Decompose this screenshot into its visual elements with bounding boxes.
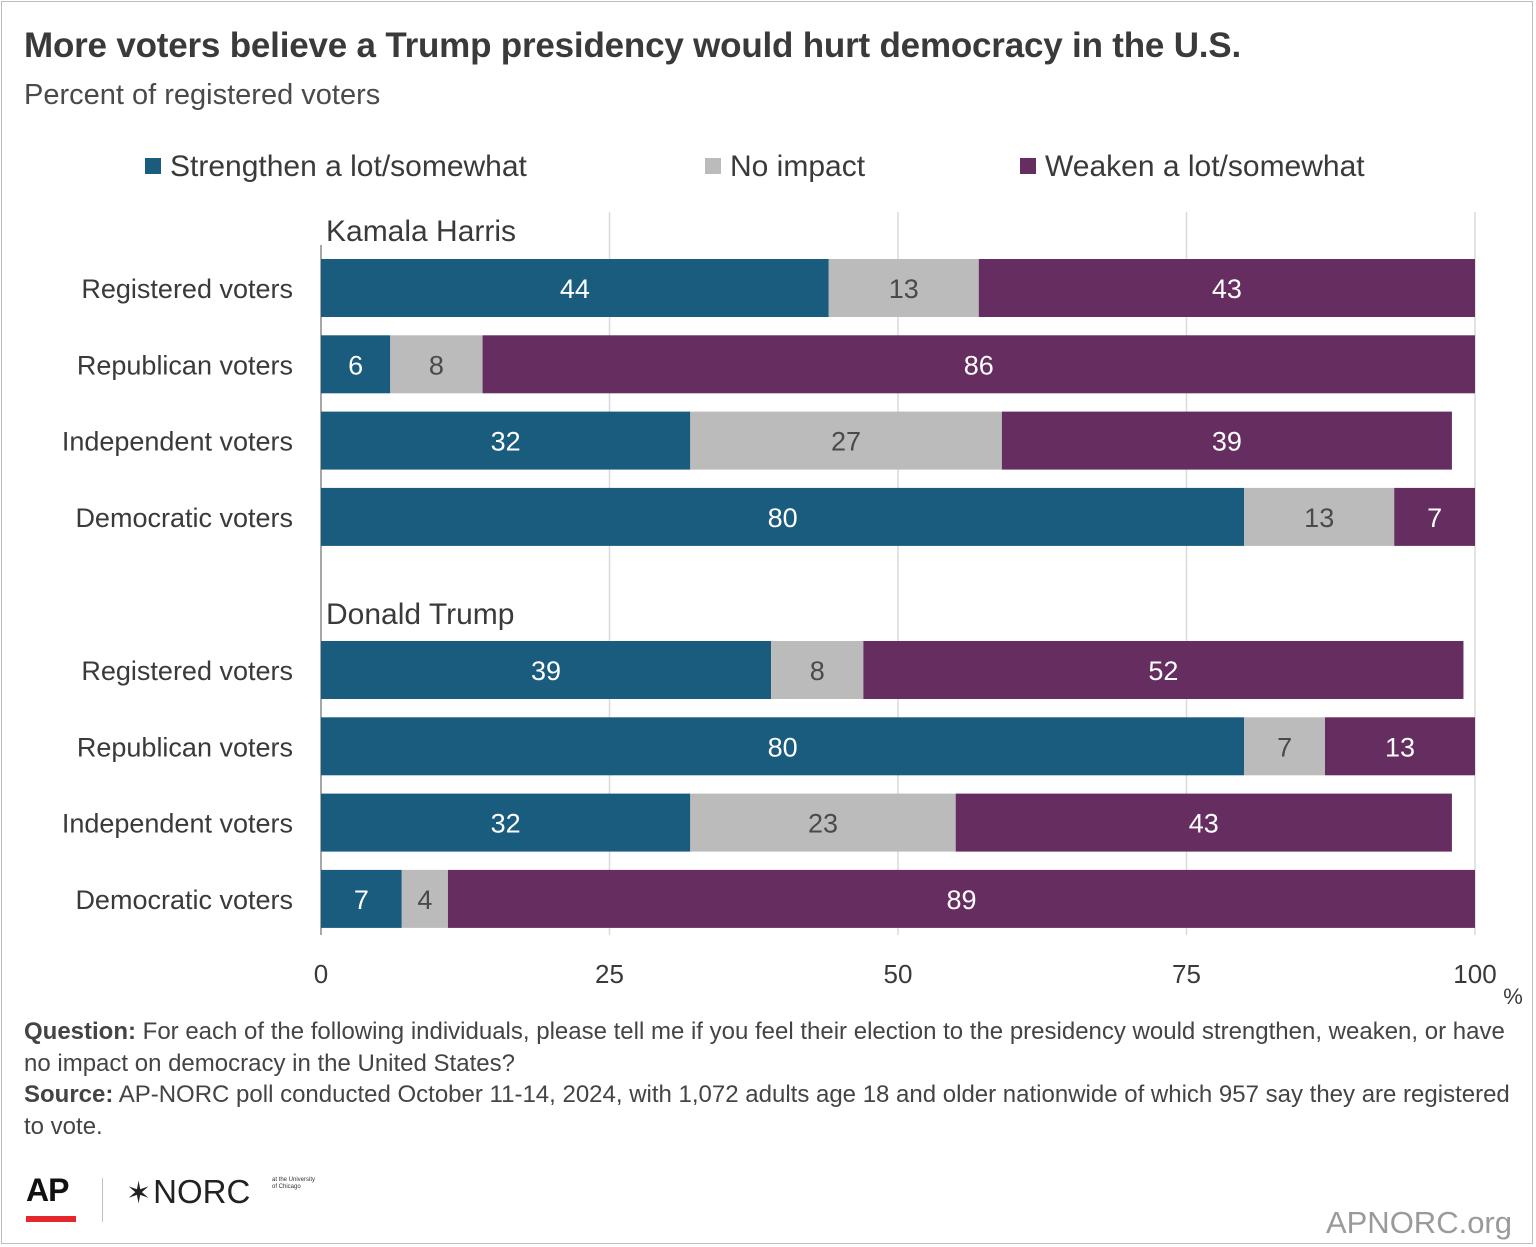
data-label: 52 [1148,656,1178,686]
source-label: Source: [24,1081,114,1108]
legend-label-strengthen: Strengthen a lot/somewhat [170,150,527,183]
bar-segment [321,487,1245,546]
row-label: Republican voters [77,732,293,762]
norc-star-icon: ✶ [126,1177,152,1210]
data-label: 80 [768,732,798,762]
data-label: 39 [1212,427,1242,457]
bar-segment [955,793,1452,852]
row-label: Independent voters [62,809,293,839]
data-label: 32 [491,809,521,839]
row-label: Democratic voters [75,503,293,533]
bar-segment [321,411,691,470]
data-label: 23 [808,809,838,839]
bar-segment [482,335,1475,394]
bar-segment [1001,411,1452,470]
ap-logo-bar [26,1216,76,1222]
row-label: Registered voters [81,656,293,686]
data-label: 43 [1189,809,1219,839]
bar-segment [1244,487,1395,546]
group-header: Donald Trump [326,598,514,631]
bar-segment [447,869,1476,928]
x-tick-label: 50 [884,959,913,989]
bar-segment [1394,487,1475,546]
x-tick-label: 25 [595,959,624,989]
data-label: 7 [1427,503,1442,533]
data-label: 13 [1385,732,1415,762]
data-label: 7 [1277,732,1292,762]
data-label: 13 [1304,503,1334,533]
logo-divider [102,1178,103,1222]
bar-segment [321,793,691,852]
legend-swatch-no-impact [705,158,721,174]
row-label: Republican voters [77,350,293,380]
data-label: 7 [354,885,369,915]
site-url: APNORC.org [1325,1205,1512,1240]
bar-segment [390,335,483,394]
bar-segment [978,259,1475,317]
legend: Strengthen a lot/somewhat No impact Weak… [0,150,1536,186]
data-label: 27 [831,427,861,457]
data-label: 43 [1212,274,1242,304]
x-tick-label: 100 [1453,959,1496,989]
legend-swatch-strengthen [145,158,161,174]
legend-item-strengthen: Strengthen a lot/somewhat [145,150,527,184]
question-note: Question: For each of the following indi… [24,1016,1514,1080]
bar-segment [828,259,979,317]
stacked-bar-chart: Kamala Harris Registered voters 44 13 43 Repu… [62,212,1523,1009]
bar-segment [863,641,1464,699]
bar-segment [321,335,391,394]
legend-item-weaken: Weaken a lot/somewhat [1020,150,1365,184]
data-label: 86 [964,350,994,380]
chart-subtitle: Percent of registered voters [24,79,381,111]
x-tick-label: 0 [314,959,328,989]
ap-logo-text: AP [26,1172,69,1208]
legend-label-weaken: Weaken a lot/somewhat [1045,150,1365,183]
group-header: Kamala Harris [326,215,516,248]
data-label: 4 [417,885,432,915]
row-label: Independent voters [62,427,293,457]
norc-logo: ✶NORC at the University of Chicago [126,1172,315,1212]
data-label: 6 [348,350,363,380]
legend-swatch-weaken [1020,158,1036,174]
data-label: 89 [946,885,976,915]
bar-segment [771,641,864,699]
row-label: Registered voters [81,274,293,304]
data-label: 80 [768,503,798,533]
bar-segment [321,869,402,928]
legend-label-no-impact: No impact [730,150,866,183]
data-label: 39 [531,656,561,686]
source-text: AP-NORC poll conducted October 11-14, 20… [24,1081,1510,1140]
x-axis-unit: % [1503,984,1523,1009]
x-tick-label: 75 [1172,959,1201,989]
bar-segment [1324,717,1475,776]
bar-segment [690,411,1002,470]
data-label: 8 [429,350,444,380]
bar-segment [321,259,829,317]
norc-logo-text: NORC [153,1173,251,1210]
bar-segment [1244,717,1325,776]
bar-segment [401,869,448,928]
data-label: 44 [560,274,590,304]
source-note: Source: AP-NORC poll conducted October 1… [24,1079,1514,1143]
norc-logo-subtext: at the University of Chicago [272,1177,316,1190]
chart-title: More voters believe a Trump presidency w… [24,26,1241,65]
question-text: For each of the following individuals, p… [24,1018,1505,1077]
question-label: Question: [24,1018,136,1045]
row-label: Democratic voters [75,885,293,915]
legend-item-no-impact: No impact [705,150,865,184]
bar-segment [321,641,772,699]
data-label: 13 [889,274,919,304]
bar-segment [321,717,1245,776]
data-label: 8 [810,656,825,686]
ap-logo: AP [26,1173,78,1223]
data-label: 32 [491,427,521,457]
bar-segment [690,793,956,852]
